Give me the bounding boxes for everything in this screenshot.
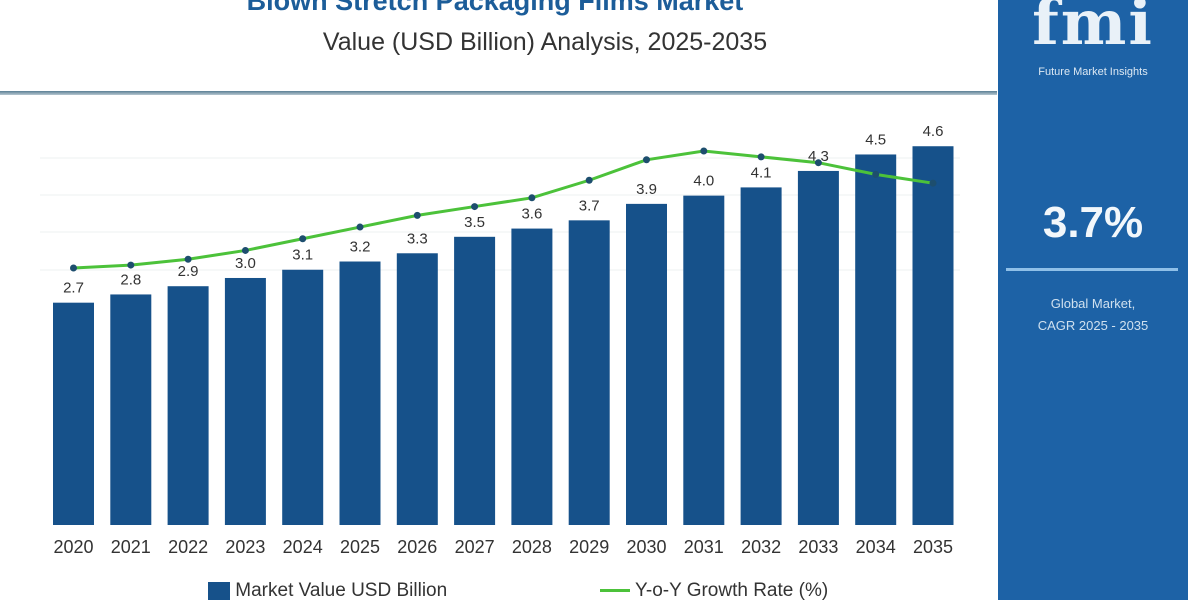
bar-label-2026: 3.3 — [407, 230, 428, 247]
growth-point-2026 — [413, 211, 421, 219]
x-tick-2021: 2021 — [111, 537, 151, 557]
growth-point-2020 — [70, 264, 77, 272]
growth-point-2030 — [643, 156, 650, 164]
bar-label-2025: 3.2 — [350, 239, 371, 256]
x-tick-2034: 2034 — [856, 537, 896, 557]
bar-2023 — [224, 277, 266, 525]
panel-divider — [1006, 268, 1178, 271]
bar-label-2027: 3.5 — [464, 214, 485, 231]
x-tick-2031: 2031 — [684, 537, 724, 557]
growth-point-2022 — [184, 255, 192, 263]
bar-label-2029: 3.7 — [579, 197, 600, 214]
chart-title: Blown Stretch Packaging Films Market — [246, 0, 744, 16]
bar-label-2020: 2.7 — [63, 280, 84, 297]
x-tick-2026: 2026 — [397, 537, 437, 557]
bar-2026 — [396, 253, 438, 525]
growth-point-2021 — [127, 261, 135, 269]
bar-2020 — [53, 302, 94, 525]
bar-2035 — [912, 146, 954, 525]
divider — [0, 91, 997, 95]
cagr-value: 3.7% — [1042, 198, 1144, 247]
bar-2031 — [683, 195, 725, 525]
bar-2032 — [740, 187, 782, 526]
x-tick-2035: 2035 — [913, 537, 953, 557]
x-tick-2020: 2020 — [53, 537, 93, 557]
bar-2027 — [454, 236, 496, 525]
bar-2030 — [626, 203, 667, 525]
bar-2033 — [797, 170, 839, 526]
bar-2028 — [511, 228, 553, 525]
growth-point-2031 — [700, 147, 708, 155]
fmi-logo: fmi — [1032, 0, 1154, 59]
x-tick-2032: 2032 — [741, 537, 781, 557]
bar-label-2022: 2.9 — [178, 263, 199, 280]
growth-point-2024 — [299, 235, 307, 243]
bar-label-2030: 3.9 — [636, 181, 657, 198]
x-tick-2025: 2025 — [340, 537, 380, 557]
bar-label-2028: 3.6 — [521, 206, 542, 223]
legend-line-swatch — [600, 589, 630, 593]
x-tick-2028: 2028 — [512, 537, 552, 557]
bar-label-2021: 2.8 — [120, 271, 141, 288]
bar-2025 — [339, 261, 381, 525]
x-tick-2023: 2023 — [225, 537, 265, 557]
chart-subtitle: Value (USD Billion) Analysis, 2025-2035 — [322, 28, 768, 56]
logo-subtitle: Future Market Insights — [1038, 66, 1148, 78]
x-tick-2024: 2024 — [283, 537, 323, 557]
bar-2024 — [282, 269, 324, 525]
cagr-label: Global Market, — [1050, 296, 1136, 311]
growth-line — [73, 149, 934, 270]
growth-point-2027 — [471, 203, 479, 211]
x-tick-2030: 2030 — [626, 537, 666, 557]
growth-point-2032 — [757, 153, 765, 161]
x-tick-2027: 2027 — [455, 537, 495, 557]
bar-label-2032: 4.1 — [751, 164, 772, 181]
x-tick-2029: 2029 — [569, 537, 609, 557]
growth-point-2034 — [872, 170, 880, 178]
x-tick-2033: 2033 — [798, 537, 838, 557]
bar-2029 — [568, 220, 610, 525]
legend-bar-swatch — [208, 581, 230, 600]
bar-2022 — [167, 286, 209, 525]
bar-label-2023: 3.0 — [235, 255, 256, 272]
growth-point-2029 — [585, 176, 593, 184]
side-panel: fmi Future Market Insights 3.7% Global M… — [998, 0, 1188, 600]
growth-point-2028 — [528, 194, 536, 202]
bar-label-2031: 4.0 — [693, 173, 714, 190]
cagr-period: CAGR 2025 - 2035 — [1037, 318, 1149, 333]
growth-point-2025 — [356, 223, 364, 231]
bar-label-2024: 3.1 — [292, 247, 313, 264]
bar-2021 — [110, 294, 152, 525]
x-tick-2022: 2022 — [168, 537, 208, 557]
bar-2034 — [855, 154, 897, 525]
chart-plot: 2.7 2020 2.8 2021 2.9 2022 3.0 2023 3.1 2024 3.2 20… — [40, 123, 960, 557]
legend-bar: Market Value USD Billion — [208, 580, 447, 602]
bar-label-2034: 4.5 — [865, 131, 886, 148]
legend-bar-label: Market Value USD Billion — [235, 580, 448, 601]
legend-line: Y-o-Y Growth Rate (%) — [600, 580, 828, 602]
bar-label-2035: 4.6 — [923, 123, 944, 140]
growth-point-2035 — [929, 179, 937, 187]
growth-point-2033 — [814, 159, 822, 167]
legend-line-label: Y-o-Y Growth Rate (%) — [634, 580, 829, 601]
growth-point-2023 — [241, 246, 249, 254]
